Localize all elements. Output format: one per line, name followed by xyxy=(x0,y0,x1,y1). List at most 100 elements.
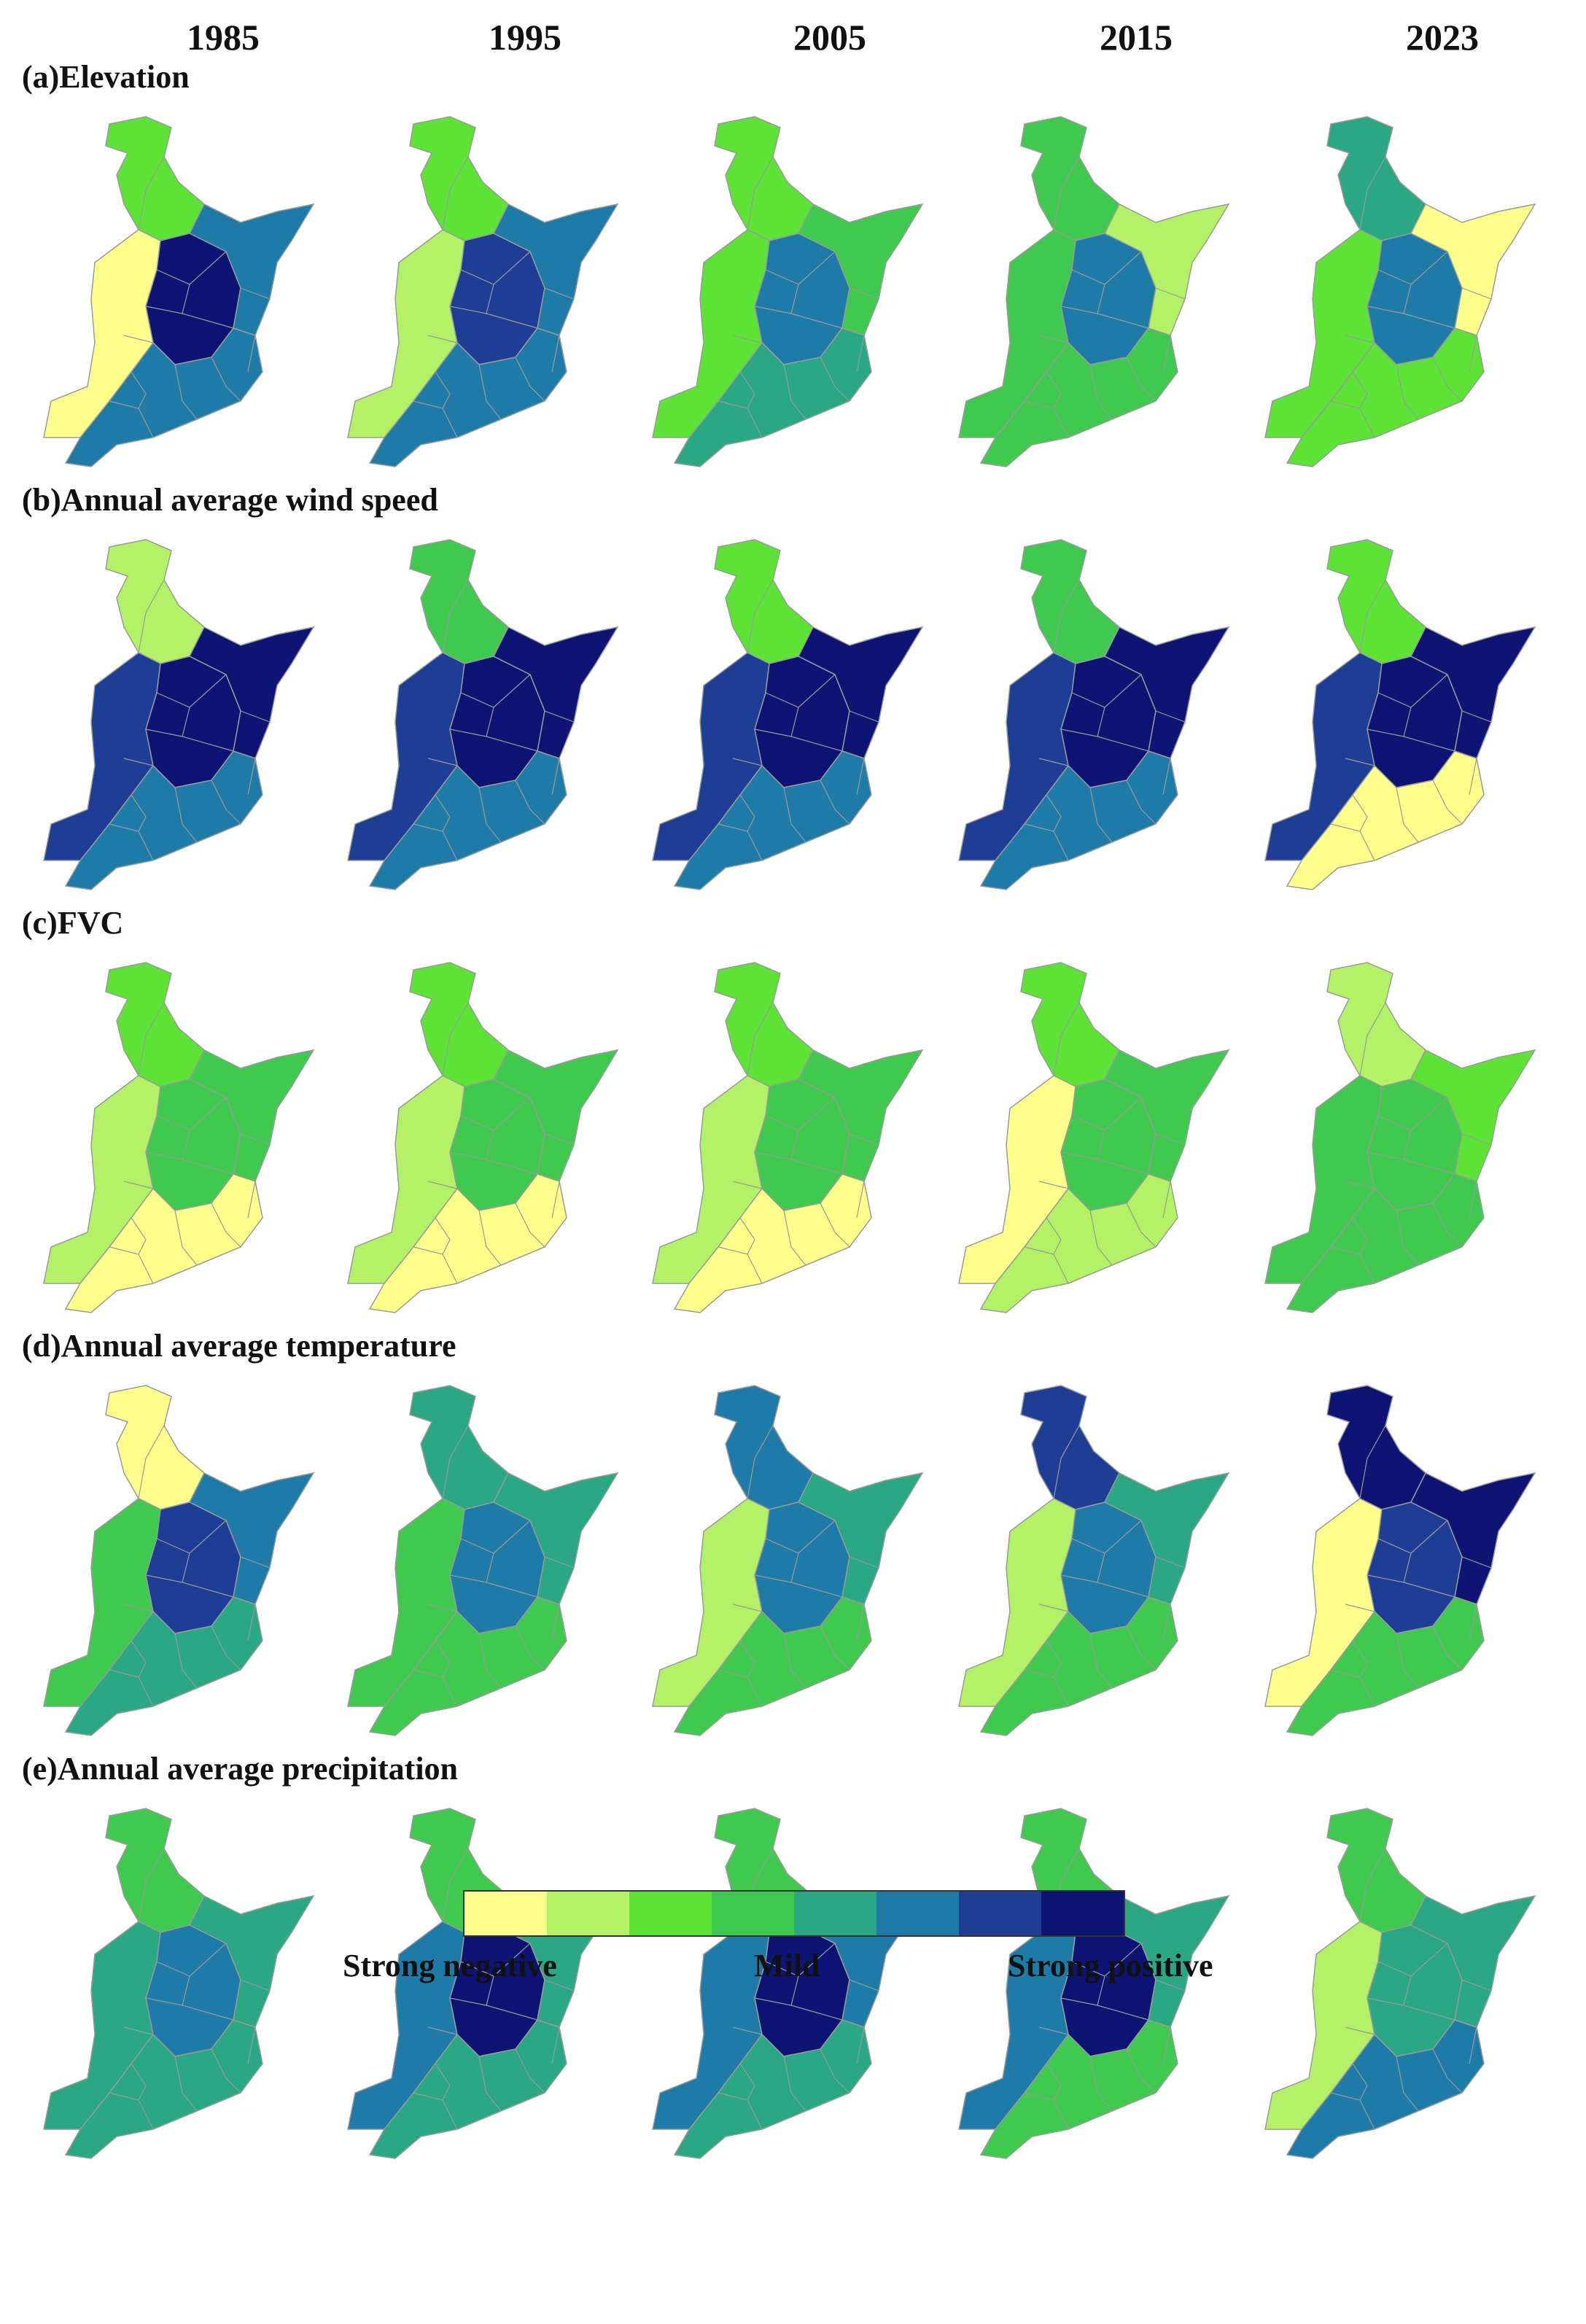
district-boundary xyxy=(1461,287,1492,300)
district-boundary xyxy=(486,284,494,314)
district-boundary xyxy=(1359,1848,1386,1922)
district-boundary xyxy=(783,1633,806,1689)
district-boundary xyxy=(442,156,469,230)
district-boundary xyxy=(1359,579,1386,653)
district-boundary xyxy=(1046,794,1062,832)
legend-swatch-7 xyxy=(1041,1892,1124,1935)
map-2-2 xyxy=(638,941,944,1320)
legend-label-mild: Mild xyxy=(754,1948,820,1983)
district-boundary xyxy=(1469,758,1477,796)
district-boundary xyxy=(1046,1640,1062,1678)
district-boundary xyxy=(1359,1425,1386,1499)
district-boundary xyxy=(1345,1181,1375,1189)
district-boundary xyxy=(435,2063,451,2101)
district-boundary xyxy=(1155,1133,1186,1146)
district-boundary xyxy=(856,1181,865,1219)
district-boundary xyxy=(442,1921,465,1933)
map-4-0 xyxy=(29,1787,335,2166)
district-boundary xyxy=(551,1181,560,1219)
district-boundary xyxy=(515,780,545,825)
district-boundary xyxy=(1038,1181,1069,1189)
district-boundary xyxy=(240,710,271,723)
district-boundary xyxy=(747,156,774,230)
district-boundary xyxy=(240,1133,271,1146)
district-boundary xyxy=(138,1002,165,1076)
district-boundary xyxy=(131,794,147,832)
district-boundary xyxy=(1345,758,1375,766)
map-region-south-zone xyxy=(64,1173,263,1313)
district-boundary xyxy=(1461,1133,1492,1146)
year-header-2005: 2005 xyxy=(793,17,866,58)
map-region-south-zone xyxy=(368,2019,567,2159)
district-boundary xyxy=(1053,1425,1080,1499)
district-boundary xyxy=(544,1979,575,1991)
district-boundary xyxy=(174,1210,198,1266)
district-boundary xyxy=(1396,1633,1419,1689)
map-region-south-zone xyxy=(1286,1173,1485,1313)
district-boundary xyxy=(790,707,799,737)
district-boundary xyxy=(1403,707,1412,737)
district-boundary xyxy=(1053,579,1080,653)
district-boundary xyxy=(435,1217,451,1255)
district-boundary xyxy=(820,780,850,825)
map-region-south-zone xyxy=(1286,2019,1485,2159)
district-boundary xyxy=(1396,787,1419,843)
district-boundary xyxy=(1038,1604,1069,1612)
district-boundary xyxy=(1162,758,1171,796)
district-boundary xyxy=(174,2056,198,2112)
district-boundary xyxy=(1359,1498,1383,1510)
district-boundary xyxy=(1053,1002,1080,1076)
district-boundary xyxy=(138,579,165,653)
map-1-3 xyxy=(944,518,1251,897)
district-boundary xyxy=(790,1552,799,1583)
district-boundary xyxy=(739,794,755,832)
district-boundary xyxy=(1403,284,1412,314)
district-boundary xyxy=(442,652,465,664)
district-boundary xyxy=(732,1181,763,1189)
map-region-north-zone xyxy=(1020,116,1120,241)
district-boundary xyxy=(515,1625,545,1671)
district-boundary xyxy=(1359,1921,1383,1933)
year-header-2023: 2023 xyxy=(1406,17,1479,58)
panel-title-fvc: (c)FVC xyxy=(22,905,124,941)
district-boundary xyxy=(1396,2056,1419,2112)
district-boundary xyxy=(247,335,256,373)
district-boundary xyxy=(1345,2026,1375,2035)
district-boundary xyxy=(739,1217,755,1255)
district-boundary xyxy=(138,156,165,230)
map-3-3 xyxy=(944,1364,1251,1743)
district-boundary xyxy=(1053,1075,1076,1087)
district-boundary xyxy=(1469,1181,1477,1219)
map-region-south-zone xyxy=(673,2019,872,2159)
district-boundary xyxy=(427,1181,458,1189)
district-boundary xyxy=(1345,335,1375,343)
district-boundary xyxy=(1126,1625,1157,1671)
map-region-north-zone xyxy=(1326,539,1426,664)
district-boundary xyxy=(247,758,256,796)
district-boundary xyxy=(747,1075,770,1087)
district-boundary xyxy=(1126,780,1157,825)
district-boundary xyxy=(435,371,451,409)
district-boundary xyxy=(123,335,154,343)
district-boundary xyxy=(544,710,575,723)
map-region-north-zone xyxy=(409,539,509,664)
map-0-2 xyxy=(638,95,944,474)
panel-title-precipitation: (e)Annual average precipitation xyxy=(22,1751,459,1787)
district-boundary xyxy=(427,758,458,766)
district-boundary xyxy=(211,1625,241,1671)
district-boundary xyxy=(820,2048,850,2094)
district-boundary xyxy=(182,284,190,314)
map-3-2 xyxy=(638,1364,944,1743)
district-boundary xyxy=(486,1975,494,2006)
district-boundary xyxy=(747,652,770,664)
map-region-north-zone xyxy=(409,116,509,241)
district-boundary xyxy=(732,2026,763,2035)
district-boundary xyxy=(1352,1217,1368,1255)
district-boundary xyxy=(1097,1975,1105,2006)
district-boundary xyxy=(856,335,865,373)
district-boundary xyxy=(478,2056,502,2112)
district-boundary xyxy=(544,287,575,300)
map-3-1 xyxy=(333,1364,640,1743)
district-boundary xyxy=(747,229,770,241)
district-boundary xyxy=(138,1498,161,1510)
